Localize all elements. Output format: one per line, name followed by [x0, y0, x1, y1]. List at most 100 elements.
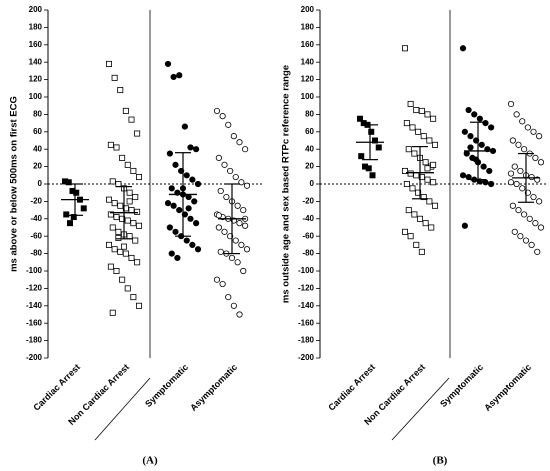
data-point: [172, 161, 179, 168]
data-point: [107, 211, 114, 218]
y-tick-label: 40: [305, 144, 314, 153]
data-point: [515, 207, 522, 214]
data-point: [128, 254, 135, 261]
data-point: [416, 215, 423, 222]
data-point: [119, 215, 126, 222]
data-point: [221, 228, 228, 235]
y-tick-label: 0: [310, 179, 315, 188]
data-point: [115, 228, 122, 235]
data-point: [164, 60, 172, 68]
data-point: [461, 222, 468, 229]
data-point: [422, 220, 429, 227]
y-tick-label: 20: [305, 162, 314, 171]
data-point: [465, 173, 472, 181]
data-point: [459, 172, 467, 179]
data-point: [537, 224, 545, 231]
data-point: [183, 172, 190, 179]
y-tick-label: 100: [29, 92, 43, 101]
data-point: [356, 115, 363, 122]
data-point: [368, 128, 375, 135]
data-point: [519, 185, 526, 192]
data-point: [476, 115, 483, 122]
panel-label: (A): [142, 455, 158, 467]
data-point: [189, 241, 196, 248]
data-point: [418, 107, 425, 114]
data-point: [242, 146, 249, 153]
y-tick-label: -40: [30, 214, 42, 223]
data-point: [166, 224, 173, 231]
data-point: [117, 202, 124, 209]
data-point: [511, 228, 518, 235]
data-point: [240, 207, 247, 214]
data-point: [128, 207, 135, 214]
data-point: [106, 241, 113, 248]
data-point: [532, 154, 539, 161]
y-tick-label: 140: [29, 57, 43, 66]
y-axis-label: ms above or below 500ms on first ECG: [9, 96, 20, 272]
data-point: [488, 180, 495, 188]
y-tick-label: 60: [305, 127, 314, 136]
data-point: [225, 293, 232, 301]
y-tick-label: 100: [301, 92, 315, 101]
data-point: [536, 198, 543, 205]
data-point: [170, 202, 177, 209]
data-point: [106, 60, 113, 67]
data-point: [230, 133, 237, 140]
y-tick-label: 120: [301, 75, 315, 84]
data-point: [459, 45, 467, 52]
data-point: [213, 276, 221, 283]
data-point: [424, 111, 431, 118]
data-point: [365, 165, 372, 172]
data-point: [174, 254, 181, 262]
data-point: [426, 198, 433, 205]
data-point: [401, 228, 408, 235]
data-point: [409, 185, 416, 192]
y-tick-label: -200: [298, 353, 315, 362]
data-point: [511, 163, 518, 170]
data-point: [243, 182, 251, 189]
data-point: [463, 150, 470, 157]
data-point: [418, 248, 425, 255]
data-point: [486, 167, 493, 175]
data-point: [526, 215, 533, 222]
data-point: [185, 193, 192, 201]
data-point: [403, 180, 410, 187]
data-point: [242, 222, 249, 229]
data-point: [517, 233, 524, 240]
data-point: [236, 220, 243, 227]
data-point: [219, 280, 226, 288]
y-tick-label: -180: [26, 336, 43, 345]
data-point: [243, 246, 251, 253]
data-point: [519, 118, 526, 125]
data-point: [517, 167, 524, 175]
data-point: [530, 193, 537, 201]
data-point: [236, 311, 243, 318]
data-point: [507, 100, 515, 108]
data-point: [424, 176, 431, 183]
data-point: [107, 263, 114, 270]
data-point: [119, 154, 126, 161]
data-point: [135, 222, 142, 229]
data-point: [488, 124, 495, 131]
data-point: [426, 137, 433, 144]
y-tick-label: -180: [298, 336, 315, 345]
data-point: [521, 211, 528, 218]
data-point: [230, 302, 237, 309]
y-tick-label: -100: [26, 266, 43, 275]
y-tick-label: -40: [302, 214, 314, 223]
data-point: [168, 250, 175, 257]
data-point: [134, 130, 141, 137]
data-point: [121, 243, 128, 250]
data-point: [401, 167, 408, 174]
data-point: [225, 121, 232, 128]
data-point: [111, 200, 118, 207]
data-point: [166, 150, 173, 157]
data-point: [420, 133, 427, 140]
data-point: [128, 116, 135, 123]
data-point: [411, 211, 418, 218]
data-point: [185, 205, 192, 212]
data-point: [168, 185, 175, 192]
data-point: [111, 74, 118, 81]
y-tick-label: -80: [302, 249, 314, 258]
